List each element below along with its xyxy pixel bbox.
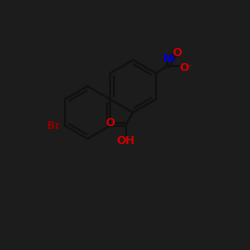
Text: Br: Br [47, 121, 60, 130]
Text: OH: OH [117, 136, 136, 146]
Text: O: O [105, 118, 115, 128]
Text: ⁻: ⁻ [187, 64, 192, 73]
Text: +: + [169, 56, 177, 64]
Text: N: N [163, 54, 172, 64]
Text: O: O [173, 48, 182, 58]
Text: O: O [180, 63, 189, 73]
